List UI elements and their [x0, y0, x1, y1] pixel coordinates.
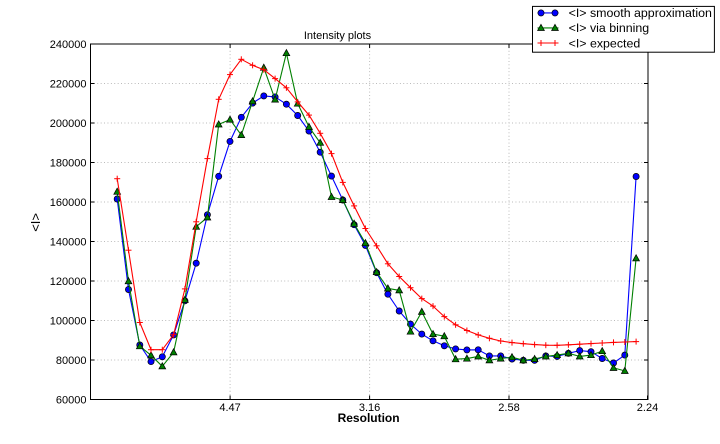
svg-text:<I> smooth approximation: <I> smooth approximation — [569, 6, 712, 20]
svg-text:Intensity plots: Intensity plots — [304, 30, 372, 42]
svg-text:Resolution: Resolution — [338, 411, 400, 425]
svg-text:<I>: <I> — [28, 213, 43, 232]
svg-text:100000: 100000 — [50, 315, 87, 327]
svg-text:160000: 160000 — [50, 197, 87, 209]
svg-text:2.58: 2.58 — [498, 402, 519, 414]
svg-text:<I> via binning: <I> via binning — [569, 21, 650, 35]
svg-text:180000: 180000 — [50, 157, 87, 169]
svg-text:140000: 140000 — [50, 236, 87, 248]
svg-text:120000: 120000 — [50, 276, 87, 288]
svg-text:60000: 60000 — [56, 394, 87, 406]
svg-text:80000: 80000 — [56, 355, 87, 367]
svg-text:<I> expected: <I> expected — [569, 36, 641, 50]
svg-text:220000: 220000 — [50, 78, 87, 90]
svg-text:3.16: 3.16 — [359, 402, 380, 414]
svg-text:2.24: 2.24 — [637, 402, 658, 414]
svg-text:240000: 240000 — [50, 39, 87, 51]
svg-text:200000: 200000 — [50, 118, 87, 130]
svg-text:4.47: 4.47 — [219, 402, 240, 414]
